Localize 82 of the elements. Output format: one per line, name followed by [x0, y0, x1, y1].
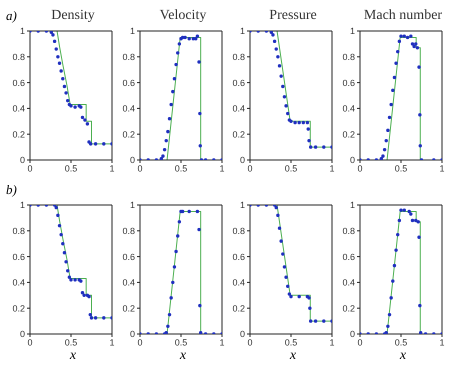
chart-title: Pressure — [268, 8, 318, 25]
chart-title: Velocity — [158, 8, 208, 25]
y-tick-label: 0.6 — [232, 252, 245, 262]
y-tick-label: 0.8 — [232, 226, 245, 236]
y-tick-label: 0.8 — [342, 226, 355, 236]
y-tick-label: 0.2 — [232, 303, 245, 314]
y-tick-label: 0.2 — [342, 303, 355, 314]
x-axis-title: x — [288, 348, 298, 364]
y-tick-label: 0.2 — [232, 129, 245, 140]
y-tick-label: 0 — [240, 329, 245, 340]
y-tick-label: 0.4 — [342, 104, 355, 114]
y-tick-label: 0.2 — [122, 303, 135, 314]
x-tick-label: 1 — [109, 163, 115, 174]
y-tick-label: 0.4 — [122, 104, 135, 114]
y-tick-label: 0 — [350, 329, 355, 340]
y-tick-label: 0.6 — [12, 78, 25, 88]
x-axis-title: x — [68, 348, 78, 364]
x-axis-title: x — [178, 348, 188, 364]
x-tick-label: 0 — [247, 163, 253, 174]
y-tick-label: 0.6 — [12, 252, 25, 262]
chart-title: Density — [51, 8, 95, 23]
x-tick-label: 0 — [247, 337, 253, 348]
x-tick-label: 1 — [219, 163, 225, 174]
x-tick-label: 1 — [109, 337, 115, 348]
y-tick-label: 0 — [130, 329, 135, 340]
x-tick-label: 0.5 — [174, 163, 188, 174]
y-tick-label: 0.2 — [342, 129, 355, 140]
x-tick-label: 1 — [439, 337, 445, 348]
x-tick-label: 0.5 — [64, 163, 78, 174]
y-tick-label: 0 — [20, 329, 25, 340]
x-tick-label: 0 — [137, 337, 143, 348]
text: b) — [6, 182, 17, 198]
x-tick-label: 0.5 — [394, 163, 408, 174]
y-tick-label: 0.4 — [342, 278, 355, 288]
y-tick-label: 0.2 — [12, 129, 25, 140]
x-tick-label: 1 — [329, 163, 335, 174]
y-tick-label: 1 — [240, 200, 245, 210]
x-tick-label: 0 — [357, 163, 363, 174]
y-tick-label: 1 — [350, 200, 355, 210]
y-tick-label: 0.6 — [342, 252, 355, 262]
x-tick-label: 0.5 — [394, 337, 408, 348]
y-tick-label: 1 — [20, 26, 25, 36]
y-tick-label: 0 — [350, 155, 355, 166]
y-tick-label: 0.4 — [122, 278, 135, 288]
y-tick-label: 1 — [20, 200, 25, 210]
x-tick-label: 1 — [439, 163, 445, 174]
x-tick-label: 1 — [329, 337, 335, 348]
y-tick-label: 0.8 — [122, 52, 135, 62]
x-tick-label: 0 — [27, 337, 33, 348]
x-tick-label: 1 — [219, 337, 225, 348]
y-tick-label: 1 — [130, 26, 135, 36]
y-tick-label: 0.4 — [12, 278, 25, 288]
x-tick-label: 0.5 — [284, 163, 298, 174]
y-tick-label: 0 — [130, 155, 135, 166]
y-tick-label: 0.4 — [232, 104, 245, 114]
x-tick-label: 0 — [137, 163, 143, 174]
y-tick-label: 0 — [20, 155, 25, 166]
y-tick-label: 0.6 — [122, 252, 135, 262]
x-axis-title: x — [398, 348, 408, 364]
y-tick-label: 0.8 — [232, 52, 245, 62]
y-tick-label: 0 — [240, 155, 245, 166]
x-tick-label: 0 — [27, 163, 33, 174]
y-tick-label: 0.8 — [12, 52, 25, 62]
x-tick-label: 0.5 — [284, 337, 298, 348]
y-tick-label: 0.4 — [12, 104, 25, 114]
x-tick-label: 0.5 — [174, 337, 188, 348]
text: a) — [6, 8, 17, 24]
y-tick-label: 0.8 — [12, 226, 25, 236]
chart-title: Mach number — [362, 8, 444, 25]
y-tick-label: 0.2 — [12, 303, 25, 314]
y-tick-label: 0.4 — [232, 278, 245, 288]
y-tick-label: 0.6 — [122, 78, 135, 88]
y-tick-label: 0.6 — [342, 78, 355, 88]
y-tick-label: 0.2 — [122, 129, 135, 140]
y-tick-label: 0.8 — [342, 52, 355, 62]
y-tick-label: 0.8 — [122, 226, 135, 236]
y-tick-label: 1 — [130, 200, 135, 210]
x-tick-label: 0.5 — [64, 337, 78, 348]
y-tick-label: 0.6 — [232, 78, 245, 88]
y-tick-label: 1 — [240, 26, 245, 36]
x-tick-label: 0 — [357, 337, 363, 348]
y-tick-label: 1 — [350, 26, 355, 36]
